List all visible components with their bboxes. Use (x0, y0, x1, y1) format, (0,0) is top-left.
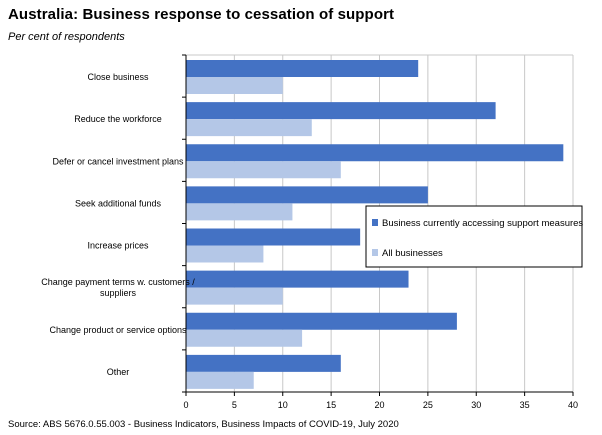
bar-all-1 (186, 119, 312, 137)
chart-subtitle: Per cent of respondents (8, 31, 125, 43)
bar-all-2 (186, 161, 341, 179)
bar-all-7 (186, 371, 254, 389)
bar-support-3 (186, 186, 428, 204)
legend-label-1: All businesses (382, 248, 443, 259)
bar-support-7 (186, 354, 341, 372)
x-tick-label-5: 25 (423, 400, 433, 410)
x-tick-label-4: 20 (374, 400, 384, 410)
bar-support-4 (186, 228, 361, 246)
legend-swatch-1 (372, 249, 378, 256)
x-tick-label-0: 0 (183, 400, 188, 410)
x-axis: 0 5 10 15 20 25 30 35 40 (182, 54, 578, 410)
chart-title: Australia: Business response to cessatio… (8, 6, 395, 23)
category-label-2: Defer or cancel investment plans (52, 156, 184, 166)
category-label-6: Change product or service options (49, 325, 187, 335)
bar-all-5 (186, 287, 283, 305)
category-label-4: Increase prices (87, 241, 149, 251)
bar-support-1 (186, 102, 496, 120)
bar-support-6 (186, 312, 457, 330)
bar-all-0 (186, 77, 283, 94)
source-note: Source: ABS 5676.0.55.003 - Business Ind… (8, 419, 399, 430)
legend-swatch-0 (372, 219, 378, 226)
legend-box (365, 205, 583, 268)
bar-all-3 (186, 203, 293, 221)
x-tick-label-8: 40 (568, 400, 578, 410)
category-label-1: Reduce the workforce (74, 114, 162, 124)
bar-support-0 (186, 60, 419, 77)
x-tick-label-1: 5 (232, 400, 237, 410)
category-label-5: Change payment terms w. customers / suppl… (41, 277, 195, 298)
bar-all-6 (186, 329, 303, 347)
bar-support-2 (186, 144, 564, 162)
bars (186, 60, 564, 389)
category-label-7: Other (107, 367, 130, 377)
x-tick-label-7: 35 (520, 400, 530, 410)
x-tick-label-6: 30 (471, 400, 481, 410)
legend-label-0: Business currently accessing support mea… (382, 218, 583, 229)
x-tick-label-3: 15 (326, 400, 336, 410)
category-label-3: Seek additional funds (75, 198, 162, 208)
x-tick-label-2: 10 (278, 400, 288, 410)
category-label-0: Close business (87, 72, 149, 82)
bar-support-5 (186, 270, 409, 288)
bar-all-4 (186, 245, 264, 263)
legend: Business currently accessing support mea… (365, 205, 583, 268)
category-labels: Close business Reduce the workforce Defer … (41, 72, 195, 377)
